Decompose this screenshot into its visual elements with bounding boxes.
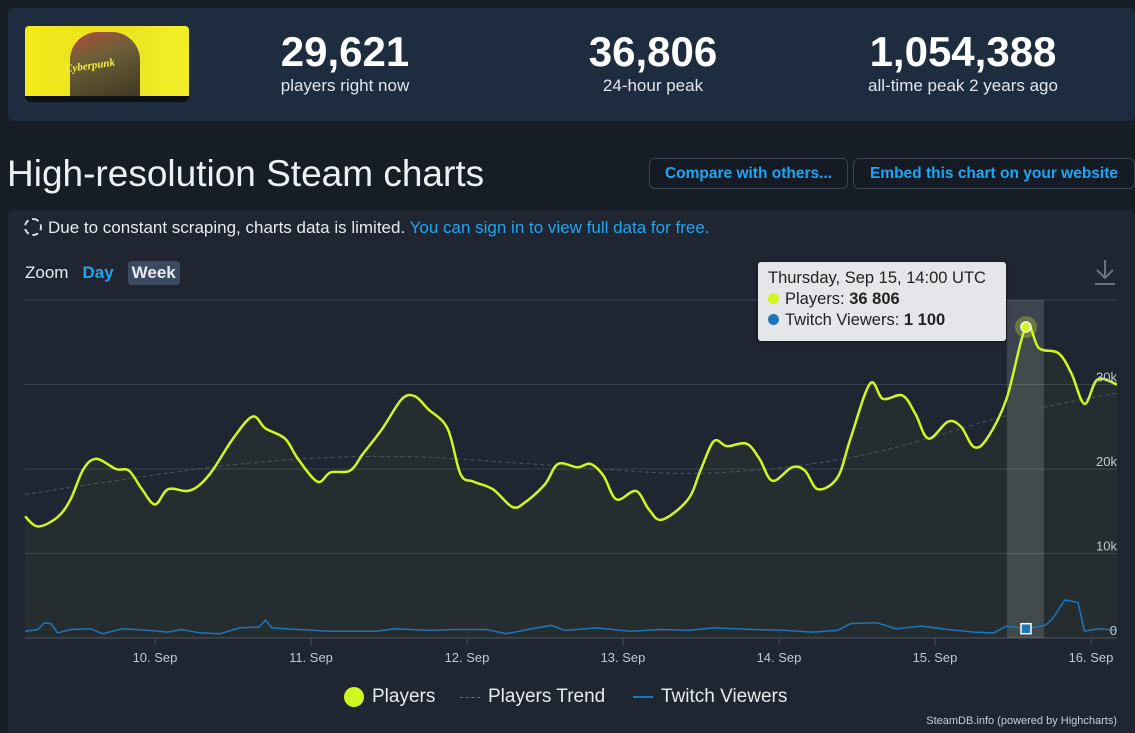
y-tick-label: 20k	[1096, 454, 1117, 469]
x-tick-label: 10. Sep	[133, 650, 178, 665]
legend-twitch[interactable]: Twitch Viewers	[633, 686, 787, 708]
x-tick-label: 16. Sep	[1069, 650, 1114, 665]
x-tick-label: 11. Sep	[289, 650, 333, 665]
tooltip-players-label: Players:	[785, 290, 845, 308]
legend-label: Players Trend	[488, 686, 606, 707]
legend-label: Twitch Viewers	[661, 686, 788, 707]
zoom-label: Zoom	[25, 263, 69, 282]
game-capsule-image[interactable]: Cyberpunk	[25, 26, 189, 102]
zoom-controls: Zoom Day Week	[25, 261, 180, 285]
trend-legend-icon	[460, 696, 480, 698]
stats-header: Cyberpunk 29,621 players right now 36,80…	[8, 8, 1135, 121]
players-area	[25, 325, 1117, 638]
x-tick-label: 15. Sep	[913, 650, 958, 665]
twitch-legend-icon	[633, 696, 653, 698]
y-tick-label: 30k	[1096, 370, 1117, 385]
stat-24h-peak: 36,806 24-hour peak	[548, 30, 758, 96]
twitch-dot-icon	[768, 314, 779, 325]
zoom-week-button[interactable]: Week	[127, 261, 180, 285]
stat-label: 24-hour peak	[602, 76, 704, 95]
stat-all-time-peak: 1,054,388 all-time peak 2 years ago	[828, 30, 1098, 96]
legend-players[interactable]: Players	[344, 686, 435, 708]
stat-players-now: 29,621 players right now	[240, 30, 450, 96]
data-limited-notice: Due to constant scraping, charts data is…	[24, 218, 710, 238]
chart-tooltip: Thursday, Sep 15, 14:00 UTC Players: 36 …	[758, 262, 1006, 341]
tooltip-players-value: 36 806	[849, 290, 900, 308]
tooltip-date: Thursday, Sep 15, 14:00 UTC	[768, 269, 986, 287]
stat-value: 1,054,388	[869, 28, 1057, 75]
legend-label: Players	[372, 686, 436, 707]
x-tick-label: 12. Sep	[445, 650, 490, 665]
tooltip-twitch-label: Twitch Viewers:	[785, 311, 900, 329]
zoom-day-button[interactable]: Day	[82, 263, 114, 282]
embed-chart-button[interactable]: Embed this chart on your website	[853, 158, 1135, 189]
stat-label: players right now	[280, 76, 410, 95]
dashed-circle-icon	[24, 218, 42, 236]
hover-band	[1007, 300, 1044, 638]
notice-text: Due to constant scraping, charts data is…	[48, 218, 406, 237]
twitch-hover-point	[1020, 622, 1032, 635]
stat-value: 29,621	[280, 28, 410, 75]
compare-button[interactable]: Compare with others...	[649, 158, 848, 189]
chart-credits[interactable]: SteamDB.info (powered by Highcharts)	[926, 715, 1117, 727]
stat-value: 36,806	[588, 28, 718, 75]
stat-label: all-time peak 2 years ago	[868, 76, 1058, 95]
tooltip-twitch-value: 1 100	[903, 311, 946, 329]
players-line	[24, 324, 1118, 528]
twitch-viewers-line	[24, 599, 1118, 635]
x-tick-label: 14. Sep	[757, 650, 802, 665]
y-tick-label: 10k	[1096, 539, 1117, 554]
players-dot-icon	[768, 293, 779, 304]
legend-players-trend[interactable]: Players Trend	[460, 686, 605, 708]
page-title: High-resolution Steam charts	[7, 153, 485, 194]
sign-in-link[interactable]: You can sign in to view full data for fr…	[409, 218, 710, 237]
players-hover-point	[1020, 321, 1032, 333]
x-tick-label: 13. Sep	[601, 650, 646, 665]
y-tick-label: 0	[1110, 623, 1117, 638]
download-icon[interactable]	[1093, 258, 1117, 286]
players-legend-icon	[344, 687, 364, 707]
